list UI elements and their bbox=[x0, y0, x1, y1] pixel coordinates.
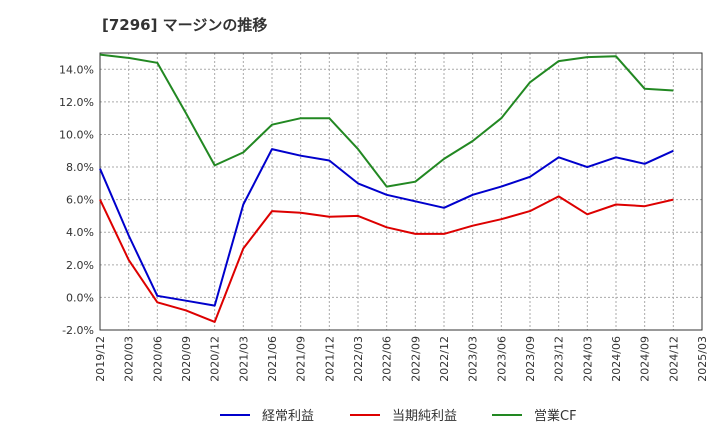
x-tick-label: 2021/09 bbox=[295, 336, 308, 382]
y-tick-label: 0.0% bbox=[66, 291, 94, 304]
y-tick-label: 8.0% bbox=[66, 161, 94, 174]
x-tick-label: 2024/09 bbox=[639, 336, 652, 382]
y-tick-label: 2.0% bbox=[66, 259, 94, 272]
x-tick-label: 2023/03 bbox=[467, 336, 480, 382]
series-line-0 bbox=[99, 148, 674, 307]
x-tick-label: 2023/12 bbox=[553, 336, 566, 382]
x-tick-label: 2024/12 bbox=[667, 336, 680, 382]
x-tick-label: 2023/06 bbox=[495, 336, 508, 382]
y-tick-label: 10.0% bbox=[59, 128, 94, 141]
chart-title: [7296] マージンの推移 bbox=[102, 16, 268, 34]
x-tick-label: 2020/12 bbox=[209, 336, 222, 382]
x-tick-label: 2021/03 bbox=[237, 336, 250, 382]
y-tick-label: 12.0% bbox=[59, 96, 94, 109]
x-tick-label: 2020/06 bbox=[151, 336, 164, 382]
plot-frame bbox=[99, 52, 703, 331]
x-tick-label: 2025/03 bbox=[696, 336, 709, 382]
y-tick-label: 6.0% bbox=[66, 194, 94, 207]
y-tick-label: 4.0% bbox=[66, 226, 94, 239]
x-tick-label: 2020/03 bbox=[123, 336, 136, 382]
x-tick-label: 2020/09 bbox=[180, 336, 193, 382]
legend-label-1: 当期純利益 bbox=[392, 409, 457, 424]
x-tick-label: 2024/03 bbox=[581, 336, 594, 382]
series-line-1 bbox=[99, 195, 674, 323]
x-tick-label: 2019/12 bbox=[94, 336, 107, 382]
legend-label-0: 経常利益 bbox=[262, 409, 314, 424]
series-line-2 bbox=[99, 53, 674, 188]
x-tick-label: 2023/09 bbox=[524, 336, 537, 382]
x-tick-label: 2022/06 bbox=[381, 336, 394, 382]
y-tick-label: -2.0% bbox=[62, 324, 94, 337]
x-tick-label: 2021/12 bbox=[323, 336, 336, 382]
x-tick-label: 2022/03 bbox=[352, 336, 365, 382]
y-tick-label: 14.0% bbox=[59, 63, 94, 76]
x-tick-label: 2024/06 bbox=[610, 336, 623, 382]
legend-label-2: 営業CF bbox=[534, 408, 577, 424]
x-tick-label: 2022/12 bbox=[438, 336, 451, 382]
x-tick-label: 2021/06 bbox=[266, 336, 279, 382]
x-tick-label: 2022/09 bbox=[409, 336, 422, 382]
